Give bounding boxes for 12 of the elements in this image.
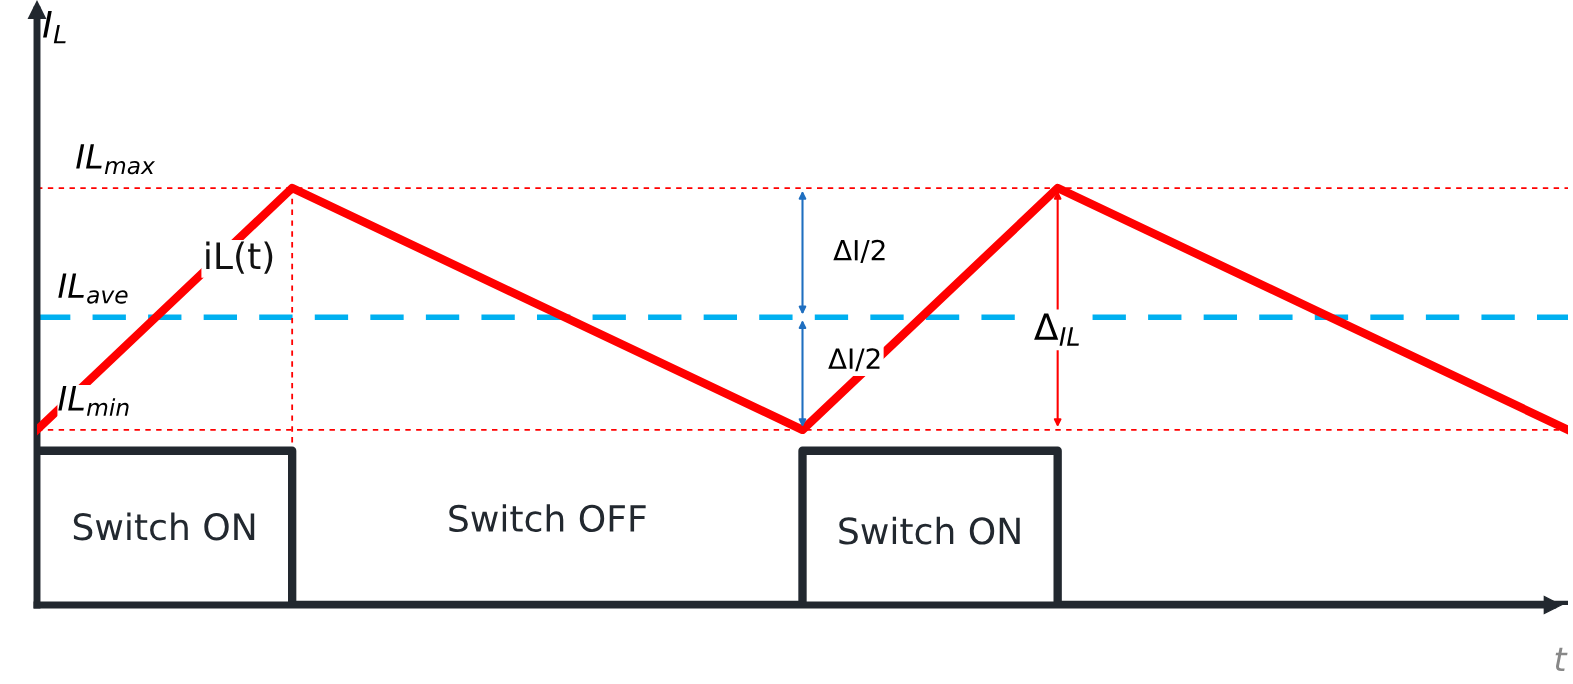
annotation: Δ$_{IL}$ — [1034, 313, 1079, 346]
annotation: Switch ON — [73, 512, 255, 541]
ref-line-label: IL$_{max}$ — [76, 144, 156, 175]
annotation: ΔI/2 — [833, 239, 885, 263]
y-axis-title: I$_{L}$ — [43, 11, 66, 44]
x-axis-title: t — [1555, 647, 1568, 672]
ref-line-label: IL$_{ave}$ — [58, 273, 128, 304]
ref-line-label: IL$_{min}$ — [58, 386, 129, 416]
annotation: Switch OFF — [449, 504, 646, 533]
series-label: iL(t) — [206, 241, 273, 274]
annotation: ΔI/2 — [828, 348, 880, 372]
annotation: Switch ON — [839, 516, 1020, 545]
